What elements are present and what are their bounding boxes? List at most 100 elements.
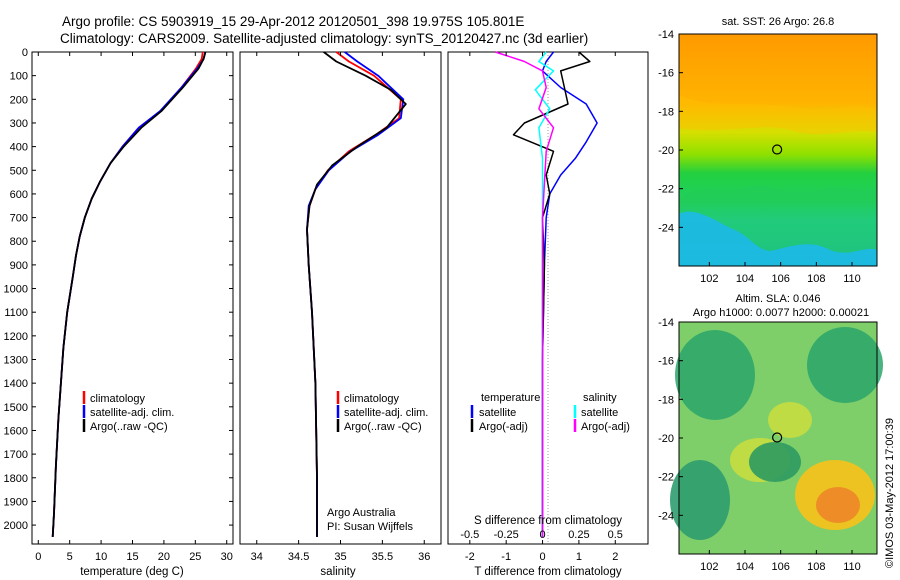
x-tick-label: 0	[539, 551, 545, 563]
map-y-tick-label: -22	[658, 184, 674, 196]
map-y-tick-label: -16	[658, 68, 674, 80]
sla-high-core	[816, 487, 860, 523]
x-tick-label: -1	[501, 551, 511, 563]
sla-map: Altim. SLA: 0.046 Argo h1000: 0.0077 h20…	[658, 293, 883, 573]
depth-tick-label: 900	[10, 260, 28, 272]
x-tick-label: 0	[35, 551, 41, 563]
map-x-tick-label: 110	[843, 561, 861, 573]
sla-ridge	[768, 402, 812, 438]
legend-label-satellite: satellite-adj. clim.	[344, 407, 428, 419]
map-x-tick-label: 102	[700, 561, 718, 573]
map-y-tick-label: -20	[658, 433, 674, 445]
map-y-tick-label: -14	[658, 317, 674, 329]
series-line-t-argo-adj-	[512, 51, 591, 537]
figure-title-line1: Argo profile: CS 5903919_15 29-Apr-2012 …	[62, 14, 524, 29]
map-x-tick-label: 108	[807, 273, 825, 285]
x-tick-label: 15	[126, 551, 138, 563]
legend-label-t-satellite: satellite	[479, 407, 516, 419]
depth-tick-label: 1100	[4, 307, 28, 319]
depth-tick-label: 1400	[4, 378, 28, 390]
sla-eddy	[749, 442, 801, 482]
legend-heading-temperature: temperature	[481, 392, 540, 404]
sla-field-patches	[670, 327, 883, 540]
depth-tick-label: 700	[10, 213, 28, 225]
legend-label-argo: Argo(..raw -QC)	[90, 421, 168, 433]
depth-tick-label: 1800	[4, 473, 28, 485]
sst-warm-band	[679, 95, 877, 135]
x-tick-label: 30	[221, 551, 233, 563]
salinity-x-axis: 34 34.5 35 35.5 36	[251, 52, 430, 563]
series-line-argo-raw-qc-	[51, 51, 207, 537]
map-y-tick-label: -24	[658, 510, 674, 522]
s-tick-label: -0.5	[460, 529, 479, 541]
map-y-tick-label: -24	[658, 222, 674, 234]
salinity-difference-scale: -0.5 -0.25 0 0.25 0.5	[460, 529, 623, 541]
depth-tick-label: 1300	[4, 355, 28, 367]
temperature-x-axis: 0 5 10 15 20 25 30	[35, 52, 233, 563]
map-x-tick-label: 110	[843, 273, 861, 285]
s-tick-label: 0.5	[608, 529, 623, 541]
map-x-tick-label: 104	[736, 273, 754, 285]
depth-tick-label: 1900	[4, 496, 28, 508]
x-tick-label: 35	[334, 551, 346, 563]
map-y-tick-label: -22	[658, 472, 674, 484]
depth-tick-label: 1600	[4, 425, 28, 437]
sst-map-title: sat. SST: 26 Argo: 26.8	[722, 16, 835, 28]
x-tick-label: 2	[612, 551, 618, 563]
sst-cool-water	[679, 211, 877, 266]
x-tick-label: 20	[158, 551, 170, 563]
salinity-panel: 34 34.5 35 35.5 36 salinity climatology sate…	[239, 51, 442, 578]
x-tick-label: 5	[67, 551, 73, 563]
s-tick-label: 0.25	[568, 529, 589, 541]
difference-panel: -2 -1 0 1 2 -0.5 -0.25 0 0.25 0.5 S difference f…	[447, 51, 649, 578]
x-tick-label: 35.5	[372, 551, 393, 563]
figure-title-line2: Climatology: CARS2009. Satellite-adjuste…	[60, 31, 588, 46]
map-x-tick-label: 106	[771, 273, 789, 285]
map-y-tick-label: -14	[658, 29, 674, 41]
t-difference-label: T difference from climatology	[474, 566, 621, 578]
temperature-axes-frame	[31, 51, 234, 545]
series-line-s-argo-adj-	[495, 51, 555, 537]
legend-label-t-argo: Argo(-adj)	[479, 421, 528, 433]
sst-map: sat. SST: 26 Argo: 26.8 102 104 106 108 110 -…	[658, 16, 878, 285]
sla-low-west	[675, 330, 755, 420]
depth-tick-label: 600	[10, 189, 28, 201]
difference-legend: temperature satellite Argo(-adj) salinit…	[470, 392, 630, 433]
map-y-tick-label: -20	[658, 145, 674, 157]
legend-label-climatology: climatology	[344, 393, 400, 405]
depth-tick-label: 200	[10, 94, 28, 106]
temperature-panel: 0100200300400500600700800900100011001200…	[4, 47, 648, 578]
argo-location-marker	[772, 432, 783, 443]
x-tick-label: 25	[189, 551, 201, 563]
depth-tick-label: 500	[10, 165, 28, 177]
map-y-tick-label: -18	[658, 394, 674, 406]
x-tick-label: -2	[465, 551, 475, 563]
map-y-tick-label: -18	[658, 106, 674, 118]
s-difference-label: S difference from climatology	[474, 515, 622, 527]
map-y-tick-label: -16	[658, 356, 674, 368]
depth-tick-label: 1200	[4, 331, 28, 343]
legend-heading-salinity: salinity	[583, 392, 617, 404]
depth-tick-label: 1700	[4, 449, 28, 461]
imos-timestamp: ©IMOS 03-May-2012 17:00:39	[884, 418, 896, 568]
sla-map-title: Altim. SLA: 0.046	[736, 293, 821, 305]
map-x-tick-label: 104	[736, 561, 754, 573]
salinity-legend: climatology satellite-adj. clim. Argo(..…	[336, 391, 428, 433]
depth-tick-label: 2000	[4, 520, 28, 532]
x-tick-label: 34.5	[288, 551, 309, 563]
series-line-s-satellite	[534, 51, 555, 537]
depth-tick-label: 800	[10, 236, 28, 248]
legend-label-s-satellite: satellite	[581, 407, 618, 419]
depth-tick-label: 1500	[4, 402, 28, 414]
salinity-x-label: salinity	[320, 566, 355, 578]
institution-annotation: Argo Australia	[327, 507, 396, 519]
difference-x-axis: -2 -1 0 1 2	[465, 52, 618, 563]
sla-map-subtitle: Argo h1000: 0.0077 h2000: 0.00021	[693, 307, 869, 319]
depth-tick-label: 300	[10, 118, 28, 130]
legend-label-argo: Argo(..raw -QC)	[344, 421, 422, 433]
depth-tick-label: 1000	[4, 284, 28, 296]
s-tick-label: -0.25	[494, 529, 519, 541]
x-tick-label: 10	[95, 551, 107, 563]
depth-tick-label: 400	[10, 142, 28, 154]
